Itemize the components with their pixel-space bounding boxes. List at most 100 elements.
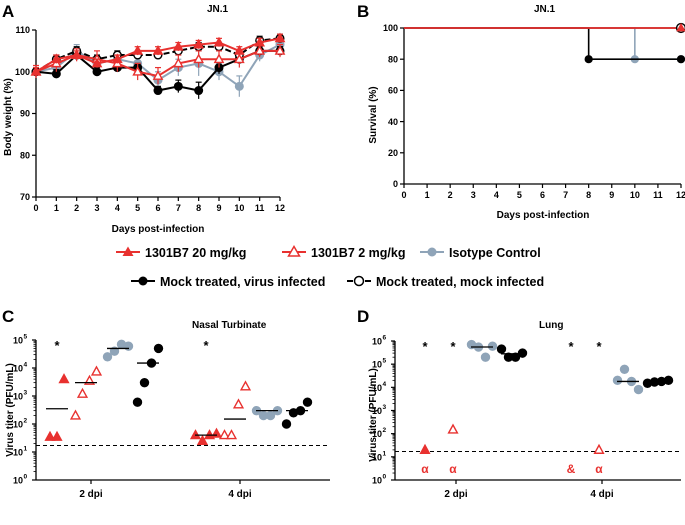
legend-item-isotype: Isotype Control <box>420 246 541 260</box>
panel-d-point <box>480 352 491 362</box>
panel-b-xtick-label: 3 <box>471 190 476 200</box>
panel-d-ytick-exp: 5 <box>383 358 387 365</box>
panel-d-ytick-exp: 0 <box>383 474 387 481</box>
svg-text:1301B7 20 mg/kg: 1301B7 20 mg/kg <box>145 246 246 260</box>
panel-c-point <box>302 397 313 407</box>
panel-b-xtick-label: 4 <box>494 190 499 200</box>
panel-b-series-3 <box>404 27 685 64</box>
panel-a-xlabel: Days post-infection <box>112 224 205 235</box>
panel-c-significance: * <box>203 338 209 353</box>
panel-c-point <box>90 365 103 376</box>
panel-a-point <box>153 86 163 96</box>
legend-item-20mg: 1301B7 20 mg/kg <box>116 246 246 260</box>
panel-a-point <box>254 45 266 55</box>
panel-d-significance: * <box>422 339 428 354</box>
panel-a-point <box>213 36 225 47</box>
panel-d-significance: * <box>450 339 456 354</box>
panel-a-ylabel: Body weight (%) <box>3 78 14 156</box>
panel-b-end-point <box>676 55 685 64</box>
panel-c-point <box>139 377 150 388</box>
panel-b-xtick-label: 2 <box>448 190 453 200</box>
panel-b-title: JN.1 <box>534 4 556 15</box>
panel-c-ytick-base: 10 <box>13 336 23 346</box>
panel-d-group-label: 2 dpi <box>444 489 468 500</box>
legend-item-mock-virus: Mock treated, virus infected <box>131 275 325 289</box>
panel-c-point <box>232 398 245 409</box>
panel-a-point <box>173 81 183 91</box>
panel-c-point <box>265 410 276 421</box>
panel-label-a: A <box>2 2 14 21</box>
panel-a-point <box>172 40 184 51</box>
panel-c-ytick-exp: 1 <box>24 446 28 453</box>
panel-a-point <box>194 86 204 96</box>
panel-c-significance: * <box>54 338 60 353</box>
panel-a-xtick-label: 11 <box>255 203 265 213</box>
panel-c-point <box>218 429 231 440</box>
panel-d-point <box>612 375 623 386</box>
panel-a-xtick-label: 6 <box>155 203 160 213</box>
panel-b-xtick-label: 11 <box>653 190 663 200</box>
panel-c-ytick-base: 10 <box>13 392 23 402</box>
panel-label-c: C <box>2 307 14 326</box>
panel-c-group-label: 4 dpi <box>228 489 252 500</box>
panel-a-ytick-label: 70 <box>20 192 30 202</box>
panel-c-point <box>210 427 223 438</box>
panel-b-xtick-label: 1 <box>425 190 430 200</box>
panel-c-point <box>153 343 164 354</box>
open-triangle-icon <box>287 245 301 257</box>
panel-c-ytick-base: 10 <box>13 420 23 430</box>
panel-a-point <box>172 57 184 68</box>
panel-d-ytick-base: 10 <box>372 406 382 416</box>
legend: 1301B7 20 mg/kg 1301B7 2 mg/kg Isotype C… <box>116 245 544 289</box>
panel-a-xtick-label: 0 <box>33 203 38 213</box>
filled-triangle-icon <box>122 246 134 256</box>
panel-b-ytick-label: 100 <box>383 23 398 33</box>
panel-a-point <box>193 53 205 64</box>
panel-a-point <box>71 49 83 59</box>
panel-a-xtick-label: 2 <box>74 203 79 213</box>
panel-b-xlabel: Days post-infection <box>497 210 590 221</box>
panel-a-xtick-label: 9 <box>216 203 221 213</box>
panel-c-ytick-exp: 3 <box>24 390 28 397</box>
panel-d-annotation: α <box>421 462 429 476</box>
panel-a-xtick-label: 12 <box>275 203 285 213</box>
panel-c-group-label: 2 dpi <box>79 489 103 500</box>
panel-b-ytick-label: 40 <box>388 117 398 127</box>
panel-d-ylabel: Virus titer (PFU/mL) <box>368 368 379 462</box>
filled-circle-icon <box>138 276 148 286</box>
panel-c-ytick-exp: 4 <box>24 362 28 369</box>
panel-c-ytick-exp: 0 <box>24 474 28 481</box>
panel-a-ytick-label: 100 <box>15 67 30 77</box>
panel-c-point <box>225 429 238 440</box>
panel-c-point <box>196 434 209 445</box>
panel-d-annotation: α <box>449 462 457 476</box>
panel-a-xtick-label: 7 <box>176 203 181 213</box>
legend-item-2mg: 1301B7 2 mg/kg <box>282 245 406 260</box>
panel-b-drop-point <box>584 55 593 64</box>
panel-c-point <box>239 380 252 391</box>
panel-b-xtick-label: 0 <box>401 190 406 200</box>
panel-c-ytick-base: 10 <box>13 476 23 486</box>
panel-c-plot: 10 010 110 210 310 410 52 dpi*4 dpi* <box>13 334 330 500</box>
panel-b-ytick-label: 80 <box>388 54 398 64</box>
panel-d-point <box>487 341 498 351</box>
panel-b-xtick-label: 12 <box>676 190 685 200</box>
panel-a-ytick-label: 110 <box>15 25 30 35</box>
panel-c-point <box>132 397 143 407</box>
panel-a-series-0 <box>30 32 286 76</box>
panel-d-annotation: α <box>595 462 603 476</box>
panel-c-point <box>51 430 63 441</box>
panel-b-ytick-label: 20 <box>388 148 398 158</box>
open-circle-icon <box>353 275 365 287</box>
panel-b-xtick-label: 8 <box>586 190 591 200</box>
panel-d-plot: 10 010 110 210 310 410 510 62 dpi* *α α4 dpi* *& α <box>372 335 681 500</box>
panel-d-point <box>517 348 528 358</box>
panel-a-xtick-label: 3 <box>94 203 99 213</box>
panel-a-point <box>132 45 144 55</box>
panel-b-xtick-label: 5 <box>517 190 522 200</box>
panel-a-point <box>193 38 205 49</box>
panel-label-b: B <box>357 2 369 21</box>
panel-d-ytick-base: 10 <box>372 337 382 347</box>
